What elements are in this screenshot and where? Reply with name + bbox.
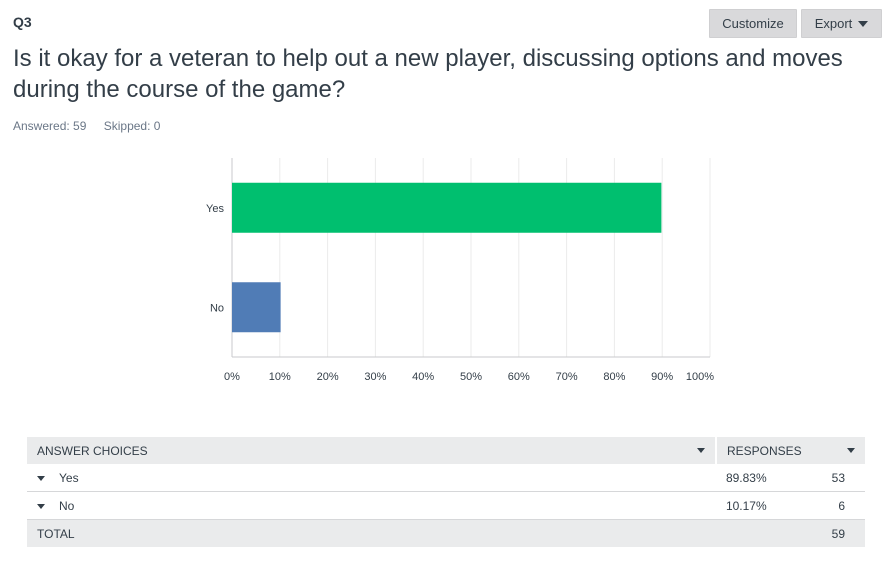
responses-header[interactable]: RESPONSES [715,437,865,464]
expand-caret-icon[interactable] [37,503,45,509]
x-tick-label: 40% [412,371,434,383]
answer-choices-header-label: ANSWER CHOICES [37,443,148,458]
total-percent-empty [715,519,803,547]
table-header-row: ANSWER CHOICES RESPONSES [27,437,865,464]
category-label: Yes [206,203,224,215]
x-tick-label: 30% [364,371,386,383]
x-tick-label: 100% [686,371,714,383]
response-percent: 10.17% [715,491,803,520]
question-id: Q3 [13,14,32,30]
export-button-label: Export [814,16,853,31]
bar-no [232,282,281,333]
answer-choice-label: Yes [59,470,79,485]
response-percent: 89.83% [715,464,803,492]
response-count: 6 [802,491,865,520]
answer-summary-table: ANSWER CHOICES RESPONSES Yes 89.83% 53 N… [27,437,865,547]
answer-choices-header[interactable]: ANSWER CHOICES [27,437,717,464]
answer-choice-cell[interactable]: No [27,491,716,520]
table-row: No 10.17% 6 [27,491,865,520]
customize-button-label: Customize [722,16,784,31]
skipped-count: Skipped: 0 [103,119,161,133]
total-count: 59 [802,519,865,547]
response-count: 53 [802,464,865,492]
total-label: TOTAL [27,519,716,547]
caret-down-icon [858,20,869,27]
bar-yes [232,182,662,233]
x-tick-label: 10% [269,371,291,383]
response-stats: Answered: 59 Skipped: 0 [13,119,174,133]
total-row: TOTAL 59 [27,519,865,547]
answer-choice-cell[interactable]: Yes [27,464,716,492]
category-label: No [210,302,224,314]
answer-choice-label: No [59,498,75,513]
customize-button[interactable]: Customize [709,9,797,38]
sort-caret-icon [847,448,855,453]
export-button[interactable]: Export [801,9,882,38]
x-tick-label: 20% [317,371,339,383]
x-tick-label: 80% [603,371,625,383]
x-tick-label: 70% [556,371,578,383]
x-tick-label: 50% [460,371,482,383]
table-row: Yes 89.83% 53 [27,464,865,492]
bar-chart: 0% 10% 20% 30% 40% 50% 60% 70% 80% 90% 100% Yes No [206,158,714,383]
expand-caret-icon[interactable] [37,475,45,481]
responses-header-label: RESPONSES [726,443,802,458]
answered-count: Answered: 59 [13,119,87,133]
x-tick-label: 60% [508,371,530,383]
x-tick-label: 90% [651,371,673,383]
question-title: Is it okay for a veteran to help out a n… [13,45,843,103]
x-tick-label: 0% [224,371,240,383]
sort-caret-icon [696,448,705,453]
